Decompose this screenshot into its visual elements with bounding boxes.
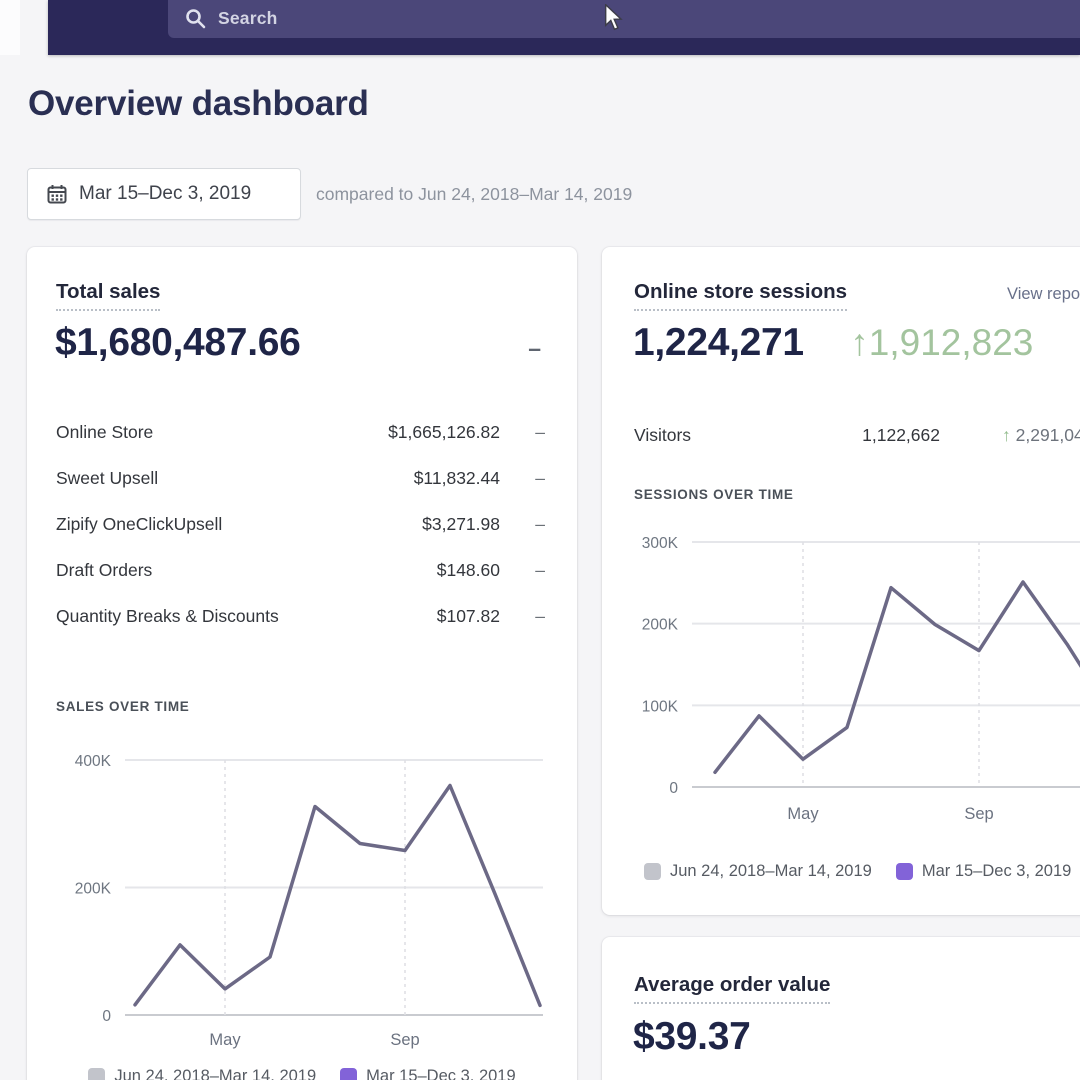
aov-value: $39.37 [633,1015,751,1058]
total-sales-value: $1,680,487.66 [55,321,301,364]
average-order-value-card: Average order value $39.37 [602,937,1080,1080]
visitors-value: 1,122,662 [862,425,940,445]
svg-text:0: 0 [669,780,678,797]
sales-row-label: Online Store [56,422,154,442]
sales-chart-legend: Jun 24, 2018–Mar 14, 2019 Mar 15–Dec 3, 2… [27,1067,577,1080]
calendar-icon [47,184,67,204]
legend-item-previous-period: Jun 24, 2018–Mar 14, 2019 [88,1067,316,1080]
sessions-over-time-chart: 0 100K 200K 300K May Sep [602,517,1080,847]
legend-label: Mar 15–Dec 3, 2019 [921,862,1072,880]
sales-breakdown-row: Zipify OneClickUpsell $3,271.98 – [56,509,545,539]
svg-text:200K: 200K [75,881,112,898]
svg-text:Sep: Sep [964,805,993,823]
total-sales-card: Total sales $1,680,487.66 – Online Store… [27,247,577,1080]
sales-row-value: $1,665,126.82 [388,422,500,442]
legend-swatch [88,1068,106,1080]
page-title: Overview dashboard [28,84,369,123]
sales-over-time-chart: 0 200K 400K May Sep [27,733,577,1080]
search-input[interactable]: Search [168,0,1080,38]
sessions-title[interactable]: Online store sessions [634,280,848,311]
sales-row-label: Quantity Breaks & Discounts [56,606,279,626]
date-range-button[interactable]: Mar 15–Dec 3, 2019 [27,168,301,220]
svg-text:100K: 100K [642,698,679,715]
sales-row-value: $3,271.98 [422,514,500,534]
sessions-chart-legend: Jun 24, 2018–Mar 14, 2019 Mar 15–Dec 3, 2… [644,862,1071,881]
sales-row-label: Draft Orders [56,560,153,580]
sales-breakdown-row: Sweet Upsell $11,832.44 – [56,463,545,493]
legend-label: Jun 24, 2018–Mar 14, 2019 [670,862,872,880]
visitors-row: Visitors 1,122,662 ↑ 2,291,04 [634,423,1080,447]
sales-breakdown-row: Draft Orders $148.60 – [56,555,545,585]
svg-text:200K: 200K [642,617,679,634]
sales-row-delta: – [535,468,545,488]
top-nav-bar: Search [48,0,1080,55]
visitors-label: Visitors [634,425,692,445]
mouse-cursor [604,3,623,36]
total-sales-delta: – [528,335,541,361]
online-store-sessions-card: Online store sessions View report 1,224,… [602,247,1080,915]
sales-row-label: Zipify OneClickUpsell [56,514,223,534]
sales-row-delta: – [535,560,545,580]
sales-breakdown-row: Quantity Breaks & Discounts $107.82 – [56,601,545,631]
aov-title[interactable]: Average order value [634,973,831,1004]
svg-text:May: May [787,805,819,823]
view-report-link[interactable]: View report [1007,285,1080,303]
svg-text:400K: 400K [75,753,112,770]
sales-row-delta: – [535,422,545,442]
sessions-value: 1,224,271 [633,321,804,364]
search-placeholder: Search [218,8,278,28]
date-range-label: Mar 15–Dec 3, 2019 [79,183,252,204]
legend-item-current-period: Mar 15–Dec 3, 2019 [340,1067,516,1080]
corner-block [0,0,20,55]
sessions-delta: ↑1,912,823 [850,322,1034,363]
legend-item-previous-period: Jun 24, 2018–Mar 14, 2019 [644,862,872,881]
sales-chart-label: SALES OVER TIME [56,699,190,714]
sales-breakdown-row: Online Store $1,665,126.82 – [56,417,545,447]
legend-swatch [644,863,661,880]
legend-swatch [340,1068,358,1080]
sales-row-value: $11,832.44 [413,468,500,488]
comparison-period-label: compared to Jun 24, 2018–Mar 14, 2019 [316,184,633,204]
sessions-chart-label: SESSIONS OVER TIME [634,487,794,502]
legend-item-current-period: Mar 15–Dec 3, 2019 [895,862,1072,881]
legend-label: Jun 24, 2018–Mar 14, 2019 [114,1067,317,1080]
total-sales-title[interactable]: Total sales [56,280,161,311]
sales-row-value: $148.60 [436,560,500,580]
legend-swatch [895,863,913,880]
svg-text:300K: 300K [642,535,679,552]
sales-row-delta: – [535,514,545,534]
svg-text:0: 0 [102,1008,111,1025]
legend-label: Mar 15–Dec 3, 2019 [366,1067,516,1080]
sales-row-delta: – [535,606,545,626]
svg-text:May: May [209,1031,241,1049]
sales-row-value: $107.82 [436,606,500,626]
sales-row-label: Sweet Upsell [56,468,159,488]
visitors-delta: ↑ 2,291,04 [1002,425,1080,445]
svg-text:Sep: Sep [390,1031,419,1049]
search-icon [185,8,206,29]
sales-breakdown-list: Online Store $1,665,126.82 – Sweet Upsell $1… [56,417,545,647]
